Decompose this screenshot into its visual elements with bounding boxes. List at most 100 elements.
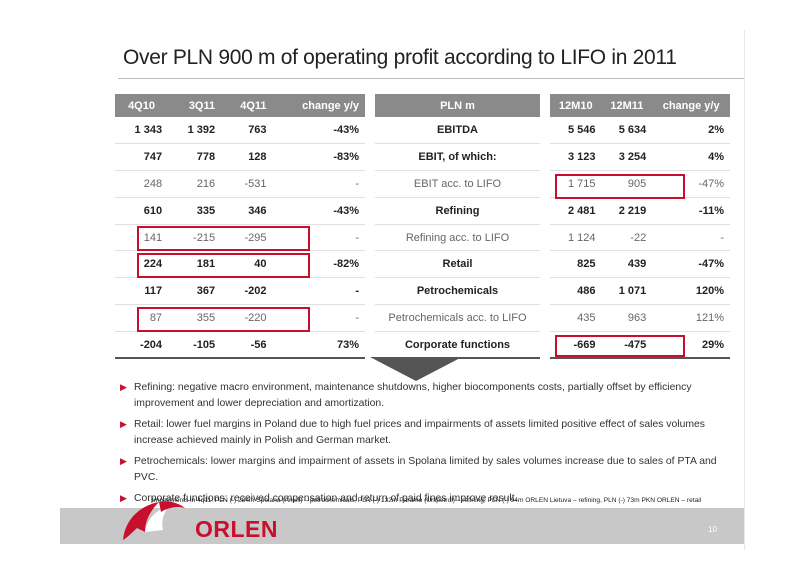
table-cell: -22 (601, 224, 653, 252)
table-row: 1 124 -22 - (550, 224, 730, 252)
table-row: 141 -215 -295 - (115, 224, 365, 252)
metric-label: Corporate functions (375, 331, 540, 360)
table-cell: -43% (272, 117, 365, 145)
table-row: 2 481 2 219 -11% (550, 197, 730, 225)
highlight-box-retail (137, 253, 310, 278)
list-item: ▶ Retail: lower fuel margins in Poland d… (120, 417, 740, 449)
table-cell: -295 (221, 224, 273, 252)
table-row: 224 181 40 -82% (115, 250, 365, 279)
table-row: Petrochemicals (375, 277, 540, 306)
table-cell: - (652, 224, 730, 252)
table-row: 248 216 -531 - (115, 170, 365, 198)
table-cell: 610 (115, 197, 169, 225)
bullet-text: Refining: negative macro environment, ma… (134, 382, 692, 409)
table-row: Refining (375, 197, 540, 225)
table-cell: 486 (550, 277, 602, 306)
table-cell: 763 (221, 117, 273, 145)
table-row: 5 546 5 634 2% (550, 117, 730, 145)
table-cell: -11% (652, 197, 730, 225)
table-row: Refining acc. to LIFO (375, 224, 540, 252)
table-cell: - (272, 304, 365, 332)
eagle-logo-icon (123, 501, 185, 540)
metric-label: Petrochemicals acc. to LIFO (375, 304, 540, 332)
table-row: 3 123 3 254 4% (550, 143, 730, 172)
page-number: 10 (708, 525, 717, 534)
slide-title: Over PLN 900 m of operating profit accor… (123, 46, 677, 69)
bullet-triangle-icon: ▶ (120, 419, 127, 429)
table-cell: 2 481 (550, 197, 602, 225)
bullet-text: Corporate functions: received compensati… (134, 493, 518, 504)
table-row: 117 367 -202 - (115, 277, 365, 306)
column-header: 12M10 (550, 94, 602, 117)
bullet-text: Petrochemicals: lower margins and impair… (134, 456, 717, 483)
table-cell: 3 254 (601, 143, 653, 172)
title-divider (118, 78, 744, 79)
column-header: 12M11 (601, 94, 653, 117)
table-cell: -47% (652, 250, 730, 279)
table-row: EBIT, of which: (375, 143, 540, 172)
column-header: 4Q10 (115, 94, 169, 117)
column-header: change y/y (652, 94, 730, 117)
metric-label: EBITDA (375, 117, 540, 145)
table-header-row: 12M10 12M11 change y/y (550, 94, 730, 117)
table-row: 610 335 346 -43% (115, 197, 365, 225)
table-cell: 435 (550, 304, 602, 332)
table-row: EBITDA (375, 117, 540, 145)
table-cell: 216 (168, 170, 222, 198)
table-cell: -215 (168, 224, 222, 252)
table-cell: -202 (221, 277, 273, 306)
table-row: Corporate functions (375, 331, 540, 360)
table-row: 1 343 1 392 763 -43% (115, 117, 365, 145)
table-cell: 3 123 (550, 143, 602, 172)
table-row: Petrochemicals acc. to LIFO (375, 304, 540, 332)
table-cell: 335 (168, 197, 222, 225)
bullet-triangle-icon: ▶ (120, 493, 127, 503)
table-cell: -43% (272, 197, 365, 225)
table-header-row: 4Q10 3Q11 4Q11 change y/y (115, 94, 365, 117)
metric-label: Retail (375, 250, 540, 279)
table-cell: -531 (221, 170, 273, 198)
footer-band (60, 508, 744, 544)
metric-label: EBIT, of which: (375, 143, 540, 172)
table-cell: 128 (221, 143, 273, 172)
table-row: 87 355 -220 - (115, 304, 365, 332)
table-cell: 2 219 (601, 197, 653, 225)
table-row: 435 963 121% (550, 304, 730, 332)
table-cell: 121% (652, 304, 730, 332)
bullet-text: Retail: lower fuel margins in Poland due… (134, 419, 705, 446)
metric-label: EBIT acc. to LIFO (375, 170, 540, 198)
highlight-box-ebit-lifo (555, 174, 685, 199)
table-cell: 1 124 (550, 224, 602, 252)
metric-label: Petrochemicals (375, 277, 540, 306)
table-cell: 5 546 (550, 117, 602, 145)
quarterly-table: 4Q10 3Q11 4Q11 change y/y 1 343 1 392 76… (115, 94, 365, 360)
table-cell: 963 (601, 304, 653, 332)
table-cell: 120% (652, 277, 730, 306)
bullet-triangle-icon: ▶ (120, 382, 127, 392)
column-header: 4Q11 (221, 94, 273, 117)
table-row: 747 778 128 -83% (115, 143, 365, 172)
metric-label: Refining acc. to LIFO (375, 224, 540, 252)
table-row: 825 439 -47% (550, 250, 730, 279)
table-row: -204 -105 -56 73% (115, 331, 365, 360)
table-cell: 439 (601, 250, 653, 279)
right-guide-line (744, 30, 745, 550)
table-cell: 778 (168, 143, 222, 172)
table-cell: 5 634 (601, 117, 653, 145)
metric-label: Refining (375, 197, 540, 225)
table-cell: 1 343 (115, 117, 169, 145)
table-cell: 248 (115, 170, 169, 198)
annual-table: 12M10 12M11 change y/y 5 546 5 634 2% 3 … (550, 94, 730, 360)
table-cell: 117 (115, 277, 169, 306)
table-cell: 825 (550, 250, 602, 279)
table-cell: -204 (115, 331, 169, 360)
table-cell: 1 392 (168, 117, 222, 145)
table-row: EBIT acc. to LIFO (375, 170, 540, 198)
table-cell: 367 (168, 277, 222, 306)
table-cell: -220 (221, 304, 273, 332)
highlight-box-corporate (555, 335, 685, 357)
table-cell: - (272, 224, 365, 252)
logo-text: ORLEN (195, 516, 278, 542)
list-item: ▶ Petrochemicals: lower margins and impa… (120, 454, 740, 486)
